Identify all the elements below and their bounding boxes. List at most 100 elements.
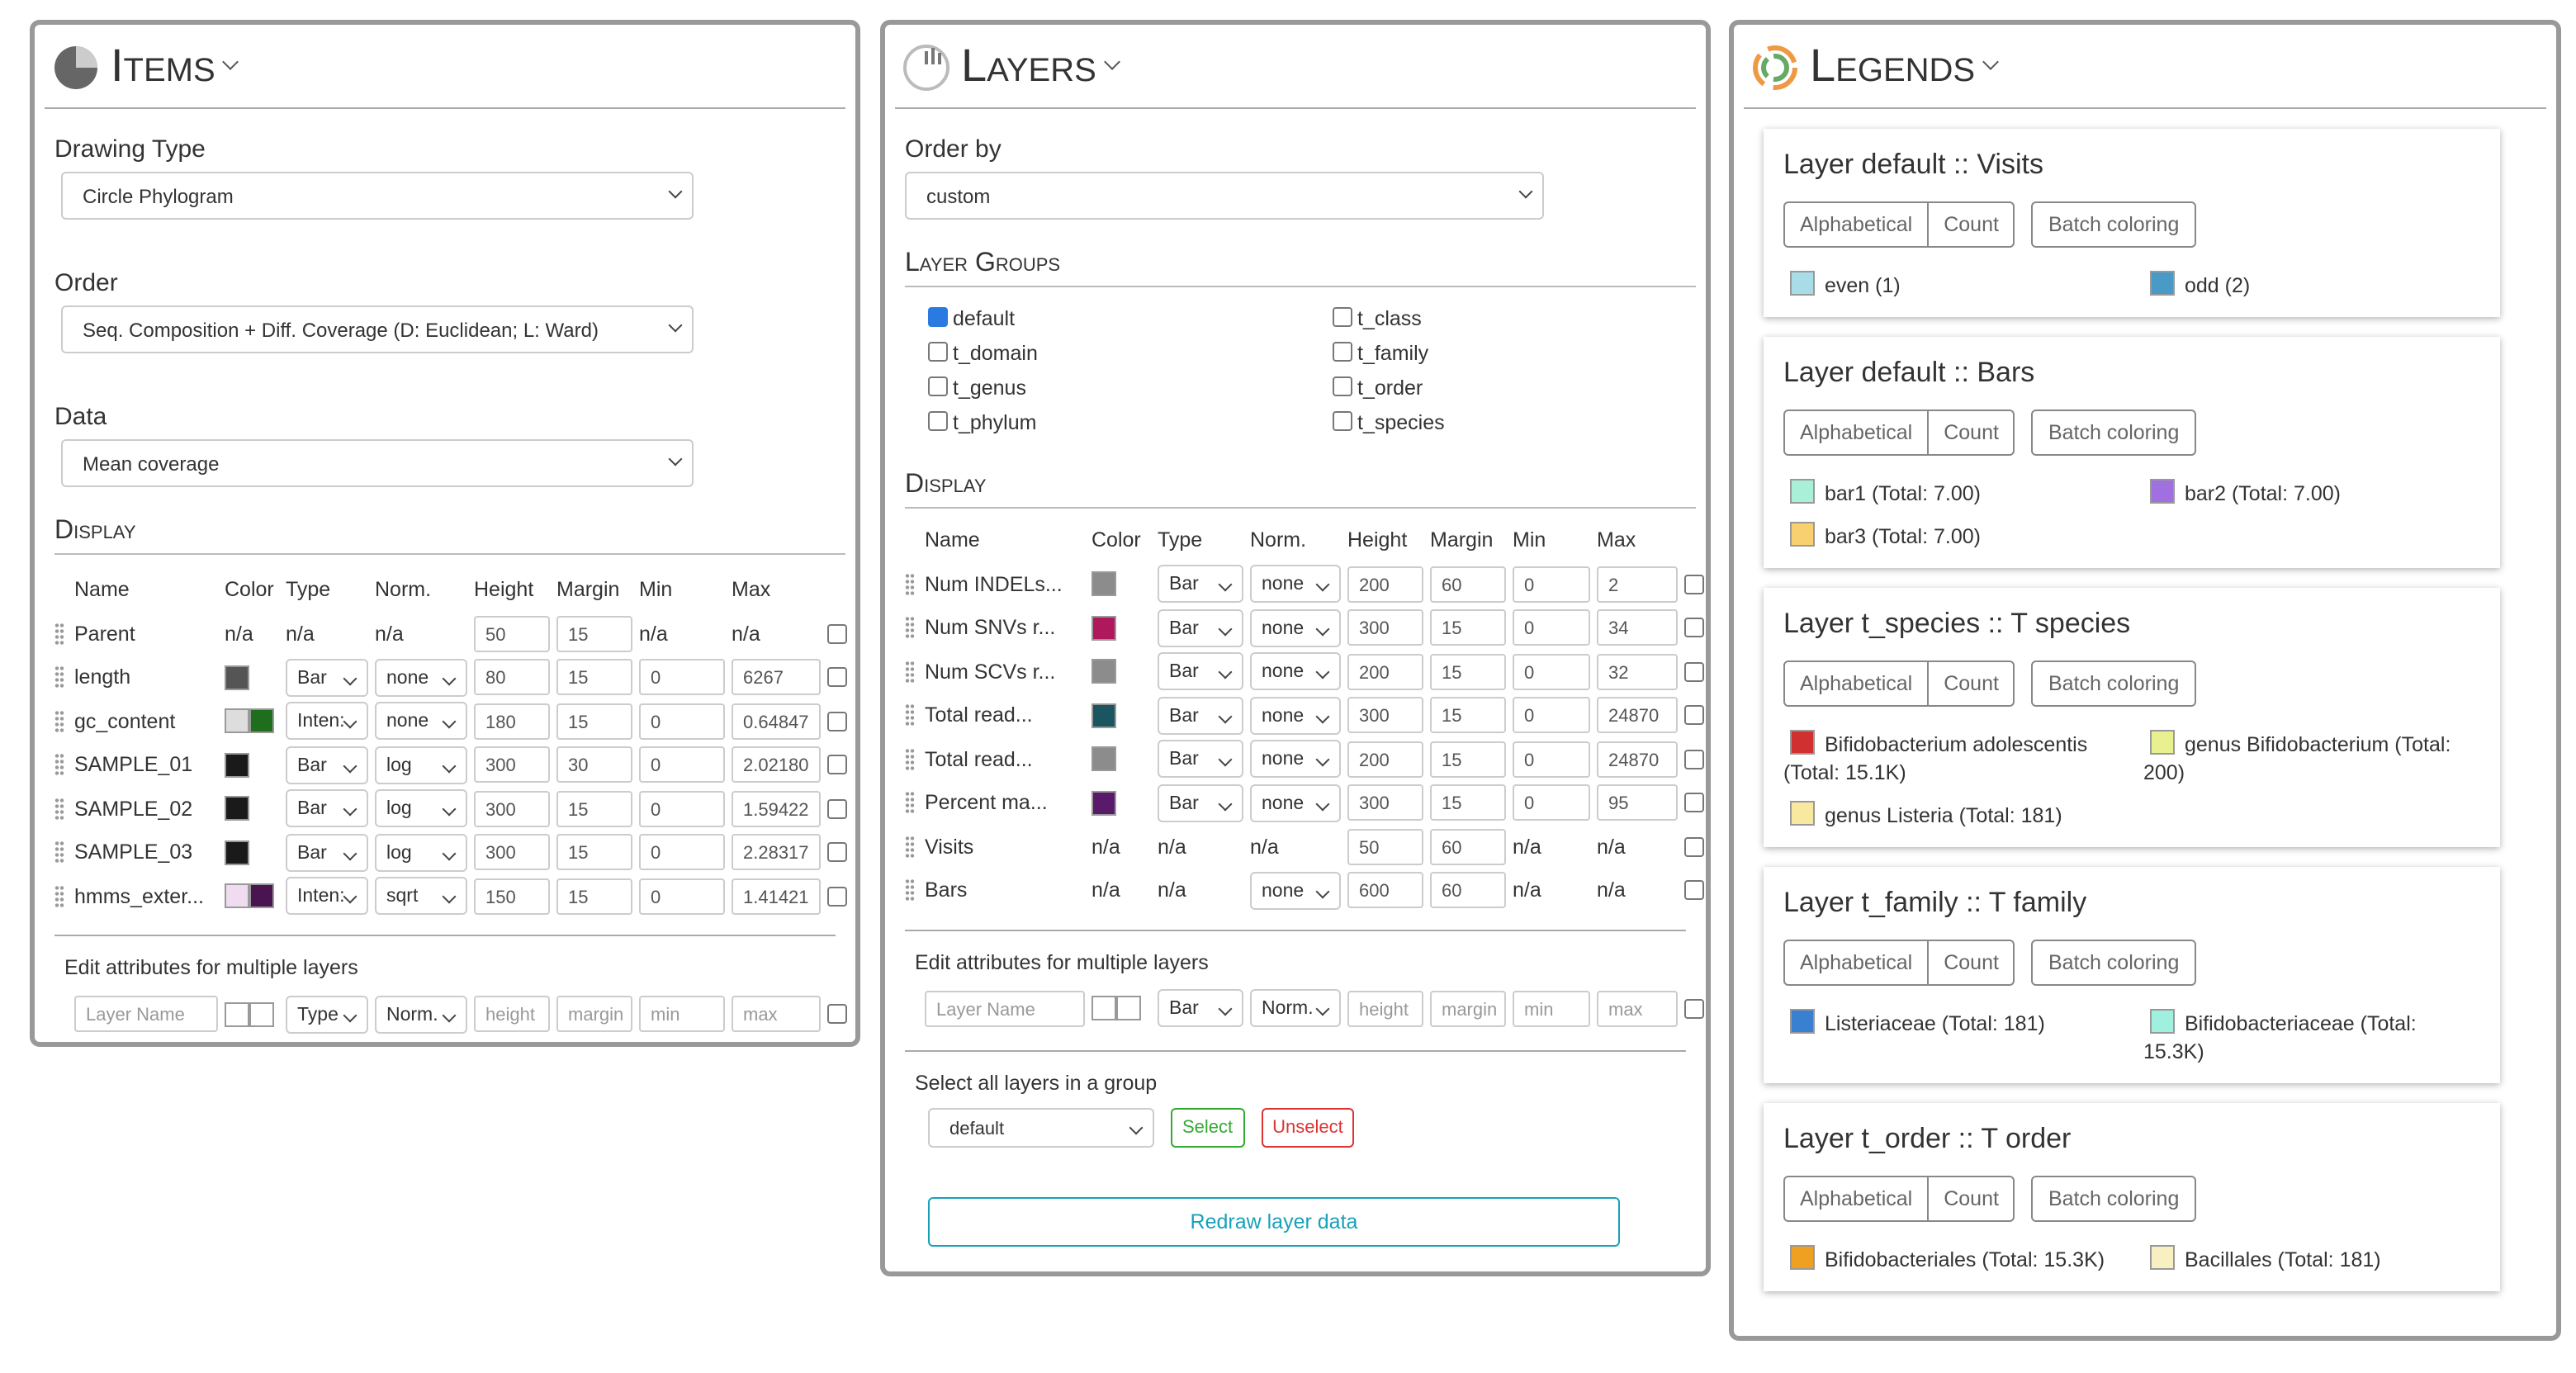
cell-input[interactable]: 60 [1430, 566, 1506, 603]
cell-select[interactable]: none [1250, 740, 1341, 779]
cell-input[interactable]: 80 [474, 659, 550, 696]
cell-input[interactable]: 0 [639, 659, 725, 696]
row-checkbox[interactable] [1684, 574, 1704, 594]
cell-input[interactable]: 200 [1347, 566, 1423, 603]
drag-handle[interactable] [905, 747, 915, 771]
drag-handle[interactable] [905, 791, 915, 815]
min-input[interactable]: min [1513, 990, 1590, 1027]
min-input[interactable]: min [639, 996, 725, 1033]
legend-swatch[interactable] [2150, 479, 2175, 504]
cell-input[interactable]: 15 [556, 615, 632, 652]
color-swatch[interactable] [1116, 996, 1141, 1021]
cell-select[interactable]: none [1250, 784, 1341, 822]
row-checkbox[interactable] [827, 711, 847, 731]
cell-input[interactable]: 15 [556, 878, 632, 915]
sort-alpha-button[interactable]: Alphabetical [1800, 421, 1913, 444]
row-checkbox[interactable] [827, 886, 847, 907]
dropdown-caret[interactable] [1103, 53, 1120, 69]
sort-alpha-button[interactable]: Alphabetical [1800, 1187, 1913, 1210]
cell-input[interactable]: 15 [556, 790, 632, 827]
drag-handle[interactable] [54, 884, 64, 908]
select[interactable]: default [928, 1108, 1154, 1148]
name-input[interactable]: Layer Name [74, 996, 218, 1033]
select[interactable]: Seq. Composition + Diff. Coverage (D: Eu… [61, 305, 694, 353]
color-swatch[interactable] [225, 883, 249, 909]
row-checkbox[interactable] [1684, 705, 1704, 726]
cell-input[interactable]: 0 [1513, 784, 1590, 821]
cell-input[interactable]: 6267 [732, 659, 821, 696]
row-checkbox[interactable] [1684, 836, 1704, 857]
group-checkbox[interactable] [1333, 342, 1352, 362]
cell-input[interactable]: 15 [556, 834, 632, 871]
group-option[interactable]: t_species [1333, 411, 1663, 434]
legend-swatch[interactable] [2150, 1245, 2175, 1270]
sort-alpha-button[interactable]: Alphabetical [1800, 951, 1913, 974]
color-swatch[interactable] [1091, 703, 1116, 728]
batch-coloring-button[interactable]: Batch coloring [2048, 213, 2180, 236]
legend-swatch[interactable] [1790, 522, 1815, 547]
cell-select[interactable]: log [375, 746, 467, 784]
cell-input[interactable]: 200 [1347, 741, 1423, 778]
cell-select[interactable]: Bar [286, 833, 368, 872]
cell-select[interactable]: none [1250, 871, 1341, 910]
row-checkbox[interactable] [1684, 749, 1704, 769]
drag-handle[interactable] [54, 665, 64, 689]
cell-input[interactable]: 300 [1347, 784, 1423, 821]
batch-coloring-button[interactable]: Batch coloring [2048, 1187, 2180, 1210]
cell-select[interactable]: Bar [1158, 608, 1243, 647]
cell-input[interactable]: 15 [1430, 741, 1506, 778]
cell-input[interactable]: 300 [474, 746, 550, 784]
cell-input[interactable]: 34 [1597, 609, 1678, 646]
cell-input[interactable]: 30 [556, 746, 632, 784]
cell-select[interactable]: Bar [286, 658, 368, 697]
legend-swatch[interactable] [2150, 1009, 2175, 1034]
type-select[interactable]: Type [286, 995, 368, 1034]
cell-input[interactable]: 50 [474, 615, 550, 652]
row-checkbox[interactable] [827, 623, 847, 644]
group-option[interactable]: t_phylum [928, 411, 1333, 434]
cell-input[interactable]: 0 [639, 703, 725, 740]
row-checkbox[interactable] [827, 842, 847, 863]
color-swatch[interactable] [1091, 615, 1116, 641]
group-checkbox[interactable] [928, 411, 948, 431]
cell-select[interactable]: Bar [1158, 696, 1243, 735]
cell-input[interactable]: 60 [1430, 828, 1506, 865]
color-swatch[interactable] [1091, 996, 1116, 1021]
drag-handle[interactable] [54, 709, 64, 733]
group-checkbox[interactable] [1333, 411, 1352, 431]
select[interactable]: Mean coverage [61, 439, 694, 487]
cell-input[interactable]: 0.64847 [732, 703, 821, 740]
legend-swatch[interactable] [1790, 1009, 1815, 1034]
cell-select[interactable]: Bar [1158, 565, 1243, 604]
cell-input[interactable]: 15 [1430, 653, 1506, 690]
drag-handle[interactable] [905, 616, 915, 640]
cell-select[interactable]: none [375, 658, 467, 697]
redraw-button[interactable]: Redraw layer data [928, 1197, 1620, 1247]
drag-handle[interactable] [905, 572, 915, 596]
drag-handle[interactable] [54, 753, 64, 777]
norm-select[interactable]: Norm. [375, 995, 467, 1034]
cell-input[interactable]: 95 [1597, 784, 1678, 821]
cell-input[interactable]: 60 [1430, 872, 1506, 909]
sort-alpha-button[interactable]: Alphabetical [1800, 672, 1913, 695]
row-checkbox[interactable] [827, 798, 847, 819]
batch-coloring-button[interactable]: Batch coloring [2048, 672, 2180, 695]
cell-select[interactable]: Bar [1158, 784, 1243, 822]
cell-input[interactable]: 180 [474, 703, 550, 740]
cell-input[interactable]: 300 [1347, 697, 1423, 734]
group-checkbox[interactable] [928, 342, 948, 362]
cell-input[interactable]: 0 [639, 746, 725, 784]
max-input[interactable]: max [732, 996, 821, 1033]
cell-select[interactable]: log [375, 789, 467, 828]
drag-handle[interactable] [905, 878, 915, 902]
row-checkbox[interactable] [827, 667, 847, 688]
cell-select[interactable]: log [375, 833, 467, 872]
legend-swatch[interactable] [1790, 479, 1815, 504]
drag-handle[interactable] [905, 835, 915, 859]
legend-swatch[interactable] [2150, 730, 2175, 755]
row-checkbox[interactable] [1684, 793, 1704, 813]
color-swatch[interactable] [1091, 746, 1116, 772]
cell-input[interactable]: 150 [474, 878, 550, 915]
cell-input[interactable]: 50 [1347, 828, 1423, 865]
sort-alpha-button[interactable]: Alphabetical [1800, 213, 1913, 236]
